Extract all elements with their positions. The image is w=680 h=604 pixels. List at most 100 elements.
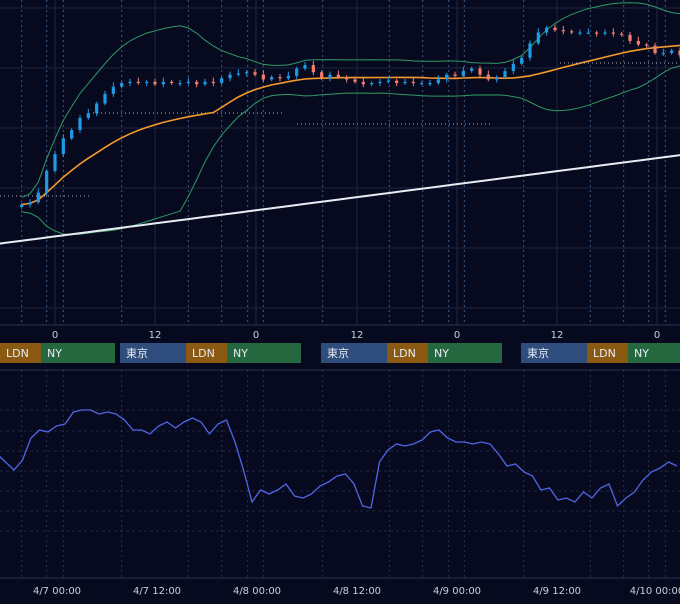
candle-body	[20, 204, 24, 208]
candlestick	[20, 202, 24, 209]
candle-body	[228, 74, 232, 79]
candle-body	[370, 83, 374, 85]
candle-body	[203, 81, 207, 85]
candlestick	[28, 199, 32, 208]
candlestick	[361, 77, 365, 88]
candle-body	[278, 77, 282, 79]
session-block-bg	[0, 343, 41, 363]
candle-body	[236, 73, 240, 75]
candle-body	[320, 72, 324, 79]
candle-body	[528, 43, 532, 58]
candle-body	[170, 81, 174, 84]
session-block-london: LDN	[387, 343, 428, 363]
session-block-label: LDN	[6, 347, 29, 360]
candle-body	[670, 50, 674, 53]
candle-body	[45, 170, 49, 193]
candlestick	[95, 101, 99, 117]
short-moving-average-line	[21, 44, 680, 206]
candlestick	[245, 70, 249, 77]
candle-body	[386, 80, 390, 82]
candlestick	[178, 80, 182, 87]
candlestick	[586, 28, 590, 35]
candlestick	[153, 78, 157, 87]
session-block-label: LDN	[192, 347, 215, 360]
candle-body	[553, 27, 557, 31]
candle-body	[336, 74, 340, 78]
candlestick	[528, 40, 532, 61]
session-block-london: LDN	[186, 343, 227, 363]
candle-body	[95, 103, 99, 114]
date-tick-label: 4/9 12:00	[533, 586, 581, 597]
candlestick	[328, 71, 332, 82]
candle-body	[578, 32, 582, 34]
candle-body	[395, 80, 399, 84]
price-panel	[0, 2, 680, 245]
candlestick	[545, 25, 549, 36]
candle-body	[411, 81, 415, 84]
hour-ticks-layer: 0 12 0 12 0 12 0	[52, 330, 660, 341]
candle-body	[478, 68, 482, 75]
candlestick	[520, 55, 524, 66]
session-block-bg	[227, 343, 301, 363]
candle-body	[586, 32, 590, 34]
date-tick-label: 4/8 00:00	[233, 586, 281, 597]
candle-body	[570, 31, 574, 33]
session-block-label: 東京	[126, 346, 148, 360]
candle-body	[303, 65, 307, 69]
candlestick	[320, 70, 324, 81]
session-block-tokyo: 東京	[521, 343, 587, 363]
candlestick	[78, 114, 82, 134]
hour-tick-label: 0	[654, 330, 660, 341]
candle-body	[111, 86, 115, 94]
session-block-label: 東京	[327, 346, 349, 360]
oscillator-panel	[0, 409, 678, 509]
candle-body	[286, 75, 290, 79]
candlestick	[420, 81, 424, 85]
session-block-bg	[321, 343, 387, 363]
candle-body	[86, 113, 90, 118]
session-block-bg	[120, 343, 186, 363]
hour-tick-label: 0	[454, 330, 460, 341]
candlestick	[445, 72, 449, 83]
candlestick	[461, 66, 465, 79]
candlestick	[511, 59, 515, 75]
candlestick	[653, 42, 657, 55]
candlestick	[86, 108, 90, 120]
session-block-ny: NY	[41, 343, 115, 363]
candle-body	[270, 77, 274, 80]
candle-body	[178, 83, 182, 85]
candlestick	[553, 24, 557, 32]
candlestick	[236, 69, 240, 77]
candlestick	[161, 77, 165, 88]
hour-tick-label: 12	[351, 330, 364, 341]
candle-body	[311, 65, 315, 73]
candlestick	[678, 47, 680, 59]
candlestick	[436, 75, 440, 85]
candlestick	[345, 75, 349, 83]
candle-body	[186, 81, 190, 84]
candle-body	[136, 81, 140, 84]
session-block-ny: NY	[628, 343, 680, 363]
candle-body	[428, 83, 432, 85]
candle-body	[345, 77, 349, 80]
oscillator-line	[0, 409, 678, 509]
session-block-bg	[428, 343, 502, 363]
candle-body	[561, 30, 565, 32]
session-block-london: LDN	[0, 343, 41, 363]
date-axis-layer: 4/7 00:00 4/7 12:00 4/8 00:00 4/8 12:00 4/9 …	[33, 586, 680, 597]
candle-body	[445, 74, 449, 80]
candlestick	[503, 68, 507, 79]
candle-body	[361, 81, 365, 85]
candlestick	[428, 80, 432, 87]
session-block-tokyo: 東京	[321, 343, 387, 363]
session-block-label: NY	[634, 347, 649, 360]
candlestick	[295, 66, 299, 79]
candle-body	[653, 45, 657, 53]
session-block-label: 東京	[527, 346, 549, 360]
candlestick	[36, 188, 40, 205]
candle-body	[620, 33, 624, 35]
candle-body	[28, 202, 32, 205]
candlestick	[570, 29, 574, 35]
